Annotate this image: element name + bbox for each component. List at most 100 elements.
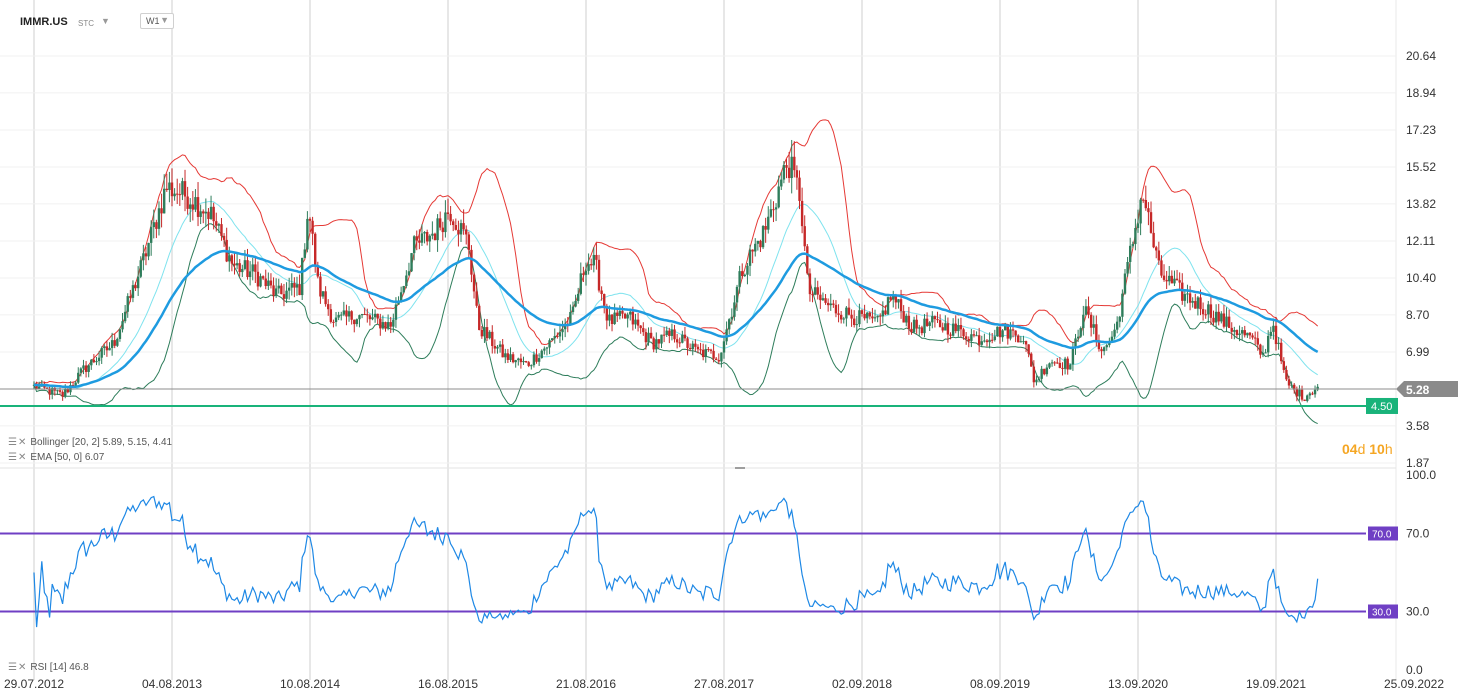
bollinger-legend-text: Bollinger [20, 2] 5.89, 5.15, 4.41 xyxy=(30,437,173,448)
date-tick-label: 16.08.2015 xyxy=(418,677,478,691)
candle-body xyxy=(847,307,851,315)
candle-body xyxy=(894,295,898,303)
candle-body xyxy=(1282,361,1286,370)
candle-body xyxy=(975,335,978,337)
candle-body xyxy=(1027,344,1030,354)
candle-body xyxy=(1230,327,1233,332)
candle-body xyxy=(860,310,864,314)
candle-body xyxy=(1277,342,1280,345)
candle-body xyxy=(852,318,856,325)
candle-body xyxy=(371,317,374,320)
candle-body xyxy=(209,206,213,219)
candle-body xyxy=(300,257,304,296)
candle-body xyxy=(274,288,278,296)
candle-body xyxy=(126,296,129,312)
exchange-dropdown-icon[interactable]: ▼ xyxy=(101,16,110,26)
candle-body xyxy=(509,354,512,360)
symbol-label[interactable]: IMMR.US xyxy=(20,16,68,28)
settings-icon[interactable]: ☰✕ xyxy=(8,452,28,463)
candle-body xyxy=(754,243,757,252)
settings-icon[interactable]: ☰✕ xyxy=(8,662,28,673)
candle-body xyxy=(616,312,619,316)
candle-body xyxy=(980,341,983,345)
candle-body xyxy=(71,384,75,386)
candle-body xyxy=(764,226,767,230)
candle-body xyxy=(1186,293,1189,295)
candle-body xyxy=(457,229,460,235)
rsi-legend[interactable]: ☰✕ RSI [14] 46.8 xyxy=(8,662,89,673)
support-line-label: 4.50 xyxy=(1371,401,1392,413)
candle-body xyxy=(340,314,343,316)
candle-body xyxy=(563,323,567,330)
support-line-label-bg xyxy=(1366,397,1398,414)
ema-legend[interactable]: ☰✕ EMA [50, 0] 6.07 xyxy=(8,452,104,463)
candle-body xyxy=(595,254,598,260)
candle-body xyxy=(123,311,127,322)
candle-body xyxy=(397,301,400,305)
candle-body xyxy=(514,360,517,363)
candle-body xyxy=(433,233,437,241)
candle-body xyxy=(1201,309,1205,315)
candle-body xyxy=(462,223,465,230)
candle-body xyxy=(1097,340,1101,350)
candle-body xyxy=(298,284,301,296)
candle-body xyxy=(149,227,153,243)
candle-body xyxy=(220,224,223,236)
candle-body xyxy=(983,340,986,342)
candle-body xyxy=(743,274,747,276)
candle-body xyxy=(345,310,348,317)
candle-body xyxy=(532,354,536,366)
candle-body xyxy=(662,334,666,336)
candle-body xyxy=(608,314,611,321)
candle-body xyxy=(360,313,364,316)
candle-body xyxy=(777,186,780,208)
candle-body xyxy=(748,249,752,266)
candle-body xyxy=(233,263,236,266)
candle-body xyxy=(918,327,921,329)
candle-body xyxy=(610,314,614,325)
candle-body xyxy=(1199,297,1202,310)
candle-body xyxy=(1092,324,1095,328)
candle-body xyxy=(673,329,676,340)
candle-body xyxy=(511,354,515,363)
candle-body xyxy=(675,339,679,343)
candle-body xyxy=(1147,208,1150,213)
candle-body xyxy=(478,305,481,330)
candle-body xyxy=(64,389,67,397)
candle-body xyxy=(938,320,942,328)
candle-body xyxy=(347,311,351,317)
date-tick-label: 02.09.2018 xyxy=(832,677,892,691)
timeframe-dropdown[interactable]: W1 ▼ xyxy=(140,13,174,29)
candle-body xyxy=(751,249,754,252)
candle-body xyxy=(1061,367,1064,369)
candle-body xyxy=(1290,384,1293,386)
candle-body xyxy=(92,359,96,363)
candle-body xyxy=(142,253,145,261)
candle-body xyxy=(1162,275,1166,280)
candle-body xyxy=(1188,293,1192,303)
candle-body xyxy=(1235,330,1239,336)
candle-body xyxy=(95,361,98,363)
candle-body xyxy=(582,273,585,275)
candle-body xyxy=(1102,347,1106,352)
settings-icon[interactable]: ☰✕ xyxy=(8,437,28,448)
candle-body xyxy=(1043,368,1046,375)
candle-body xyxy=(1209,304,1213,318)
candle-body xyxy=(1142,199,1145,201)
candle-body xyxy=(100,348,103,358)
candle-body xyxy=(483,327,486,337)
candle-body xyxy=(642,328,645,333)
candle-body xyxy=(194,197,197,210)
candle-body xyxy=(501,344,504,358)
candle-body xyxy=(381,322,385,329)
candle-body xyxy=(600,290,603,295)
candle-body xyxy=(1225,316,1228,327)
candle-body xyxy=(933,316,937,320)
candle-body xyxy=(714,358,718,361)
candle-body xyxy=(108,347,111,351)
candle-body xyxy=(134,285,137,289)
candle-body xyxy=(925,318,929,326)
candle-body xyxy=(1298,389,1301,397)
bollinger-legend[interactable]: ☰✕ Bollinger [20, 2] 5.89, 5.15, 4.41 xyxy=(8,437,172,448)
